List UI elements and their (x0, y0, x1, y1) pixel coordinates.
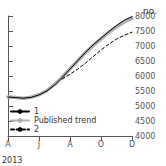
svg-text:4000: 4000 (135, 132, 155, 141)
svg-text:D: D (129, 140, 135, 149)
svg-text:1: 1 (34, 107, 39, 116)
svg-text:no.: no. (143, 6, 157, 16)
svg-text:7500: 7500 (135, 27, 155, 36)
svg-text:2013: 2013 (2, 156, 22, 165)
svg-text:2: 2 (34, 125, 39, 134)
svg-text:8000: 8000 (135, 11, 156, 21)
svg-text:Published trend: Published trend (34, 116, 96, 125)
svg-text:A: A (5, 140, 11, 149)
svg-text:6500: 6500 (135, 57, 155, 66)
svg-text:7000: 7000 (135, 42, 155, 51)
svg-text:5500: 5500 (135, 87, 155, 96)
svg-text:4500: 4500 (135, 117, 155, 126)
svg-text:A: A (67, 140, 73, 149)
svg-text:5000: 5000 (135, 102, 155, 111)
svg-text:6000: 6000 (135, 72, 155, 81)
svg-text:O: O (98, 140, 104, 149)
svg-text:J: J (37, 140, 40, 149)
